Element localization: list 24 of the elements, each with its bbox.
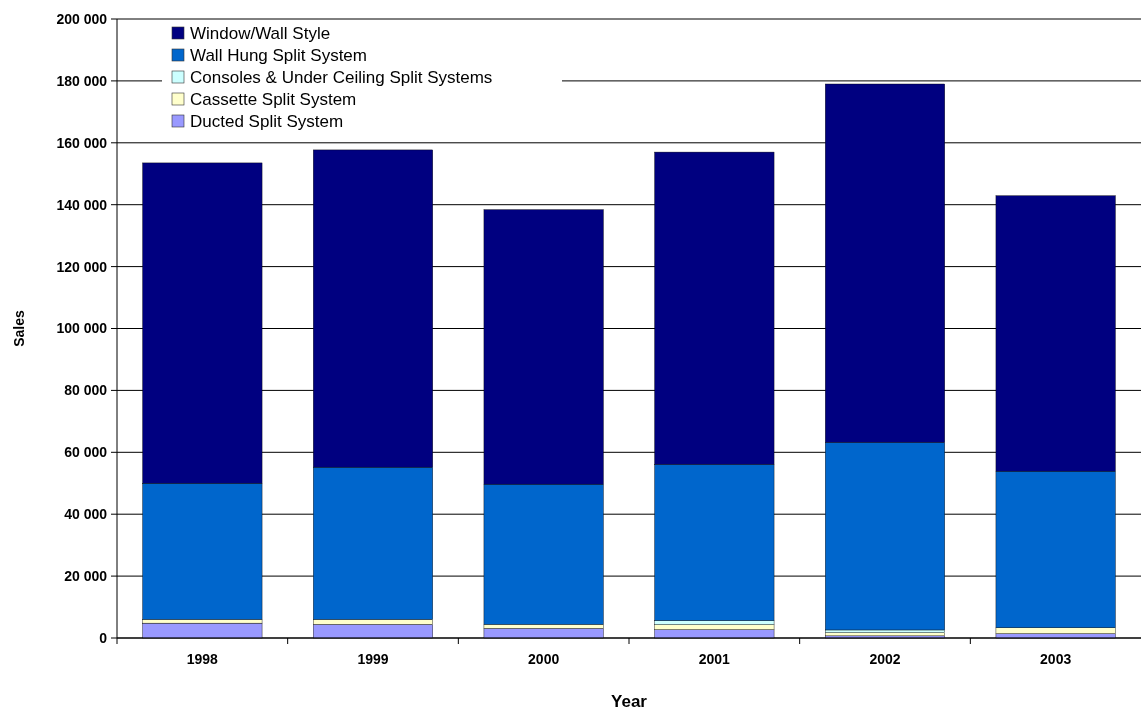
x-tick-label: 1999 [357,651,389,667]
y-tick-label: 100 000 [56,320,108,337]
legend-label: Wall Hung Split System [190,45,367,65]
x-tick-label: 2000 [528,651,560,667]
y-axis-title: Sales [11,310,27,347]
x-axis-title: Year [611,692,648,711]
x-tick-label: 2001 [698,651,731,667]
y-tick-label: 140 000 [56,196,108,213]
legend-label: Ducted Split System [190,111,344,131]
legend-label: Cassette Split System [190,89,357,109]
y-tick-label: 20 000 [64,568,108,584]
x-tick-label: 2002 [869,651,901,667]
y-tick-label: 160 000 [56,134,108,151]
y-tick-label: 0 [99,629,108,646]
legend-label: Window/Wall Style [190,23,331,43]
y-tick-label: 40 000 [64,506,108,523]
y-tick-label: 180 000 [56,72,108,89]
y-tick-label: 60 000 [64,444,108,461]
y-tick-label: 120 000 [56,258,108,275]
x-tick-label: 2003 [1040,651,1072,667]
x-tick-label: 1998 [186,651,219,667]
y-tick-label: 200 000 [56,10,108,27]
y-tick-label: 80 000 [64,382,108,399]
legend-label: Consoles & Under Ceiling Split Systems [190,67,493,87]
